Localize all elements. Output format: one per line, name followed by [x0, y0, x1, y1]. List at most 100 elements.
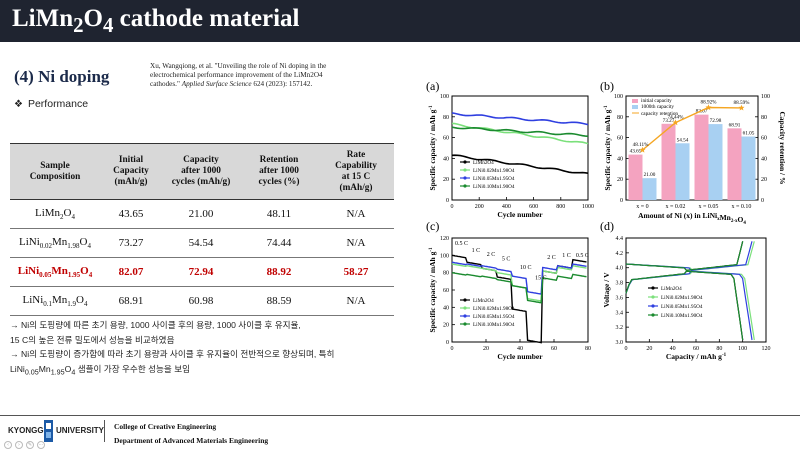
- panel-c-rate-label: 2 C: [547, 255, 556, 261]
- panel-d-y-tick-label: 3.2: [616, 325, 624, 331]
- header-line: Capacity: [113, 166, 149, 176]
- panel-c-legend-marker: [463, 314, 467, 318]
- value-cell: 82.07: [100, 257, 162, 287]
- formula-part: 0.1: [43, 300, 53, 309]
- header-line: Retention: [259, 155, 299, 165]
- panel-c-rate-label: 15 C: [535, 276, 547, 282]
- panel-b-category-label: x = 0.10: [732, 204, 752, 210]
- panel-a-legend-entry: LiMn2O4: [473, 160, 494, 166]
- panel-d-x-tick-label: 20: [646, 346, 652, 352]
- panel-c-legend-entry: LiNi0.02Mn1.98O4: [473, 306, 515, 312]
- panel-c-ylabel-sup: -1: [429, 247, 434, 252]
- title-text-3: cathode material: [113, 5, 300, 32]
- menu-icon[interactable]: ⋯: [37, 441, 45, 449]
- section-title: (4) Ni doping: [14, 67, 110, 86]
- panel-d-y-tick-label: 3.8: [616, 281, 624, 287]
- panel-b-initial-label: 73.27: [663, 118, 675, 124]
- header-line: Sample: [40, 160, 70, 171]
- panel-d-legend-entry: LiNi0.10Mn1.90O4: [661, 313, 703, 319]
- panel-b-yl-tick-label: 60: [617, 136, 623, 142]
- panel-d-y-tick-label: 4.2: [616, 251, 624, 257]
- panel-c-rate-label: 1 C: [562, 253, 571, 259]
- panel-a-legend-marker: [463, 184, 467, 188]
- panel-b-bar-1000th: [708, 124, 723, 200]
- title-text-2: O: [83, 5, 103, 32]
- next-slide-icon[interactable]: ›: [15, 441, 23, 449]
- header-cell-3: Retention after 1000 cycles (%): [240, 143, 318, 200]
- formula-part: LiNi: [22, 293, 44, 306]
- formula-part: Mn: [52, 235, 68, 248]
- panel-a-y-tick-label: 40: [443, 156, 449, 162]
- pen-icon[interactable]: ✎: [26, 441, 34, 449]
- panel-b-yr-tick-label: 100: [761, 94, 770, 100]
- panel-b-ylabel-left: Specific capacity / mAh g-1: [603, 105, 612, 190]
- formula-part: 4: [84, 300, 88, 309]
- panel-b-retention-star: [738, 104, 745, 111]
- formula-part: Mn: [52, 293, 68, 306]
- table-row: LiNi0.02Mn1.98O4 73.27 54.54 74.44 N/A: [10, 228, 394, 258]
- panel-b-initial-label: 82.07: [696, 109, 708, 115]
- panel-b-yr-tick-label: 80: [761, 115, 767, 121]
- panel-d-x-tick-label: 120: [762, 346, 771, 352]
- panel-a-y-tick-label: 60: [443, 136, 449, 142]
- panel-c-legend-marker: [463, 298, 467, 302]
- header-cell-4: Rate Capability at 15 C (mAh/g): [318, 143, 394, 200]
- panel-b-bar-initial: [661, 123, 676, 200]
- panel-d-discharge-2: [625, 263, 753, 341]
- note-formula-tail: O: [64, 363, 72, 374]
- panel-b-yr-tick-label: 20: [761, 177, 767, 183]
- college-name: College of Creative Engineering: [114, 422, 217, 431]
- panel-c-series-3: [451, 272, 587, 304]
- panel-c-x-tick-label: 60: [551, 346, 557, 352]
- panel-d-discharge-3: [625, 263, 744, 341]
- note-rest: 샘플이 가장 우수한 성능을 보임: [75, 363, 191, 374]
- panel-c-y-tick-label: 60: [443, 288, 449, 294]
- panel-b-retention-star: [639, 146, 646, 153]
- panel-b-bar-1000th: [741, 136, 756, 200]
- panel-b-legend-entry: 1000th capacity: [641, 104, 674, 110]
- prev-slide-icon[interactable]: ‹: [4, 441, 12, 449]
- panel-c-x-tick-label: 80: [585, 346, 591, 352]
- panel-d-x-tick-label: 0: [625, 346, 628, 352]
- logo-text-university: UNIVERSITY: [56, 426, 105, 435]
- panel-a-legend-marker: [463, 160, 467, 164]
- panel-a-x-tick-label: 0: [451, 204, 454, 210]
- panel-label-c: (c): [426, 219, 439, 233]
- panel-c-y-tick-label: 40: [443, 305, 449, 311]
- header-line: after 1000: [181, 166, 221, 176]
- panel-d-discharge-0: [625, 263, 744, 341]
- formula-part: LiMn: [34, 206, 61, 219]
- logo-text-kyonggi: KYONGGI: [8, 426, 46, 435]
- note-line-2: 15 C의 높은 전류 밀도에서 성능을 비교하였음: [10, 334, 175, 345]
- panel-a-y-tick-label: 0: [446, 198, 449, 204]
- panel-label-b: (b): [600, 79, 614, 93]
- panel-a-series-0: [451, 154, 589, 174]
- panel-d-legend-marker: [651, 313, 655, 317]
- logo-mark-icon: [44, 420, 53, 442]
- table-body: LiMn2O4 43.65 21.00 48.11 N/A LiNi0.02Mn1.98O…: [10, 199, 394, 316]
- panel-b-cycle-label: 61.05: [743, 131, 755, 137]
- panel-b-yr-tick-label: 60: [761, 136, 767, 142]
- value-cell: 60.98: [162, 286, 240, 316]
- panel-b-yr-tick-label: 0: [761, 198, 764, 204]
- panel-b-yl-tick-label: 40: [617, 156, 623, 162]
- panel-b-xlabel-part: 2-x: [731, 219, 738, 224]
- university-logo: KYONGGI UNIVERSITY: [8, 420, 104, 444]
- department-name: Department of Advanced Materials Enginee…: [114, 436, 269, 445]
- panel-c-series-2: [451, 261, 587, 295]
- panel-b-axes: [625, 95, 759, 201]
- citation-line-2: electrochemical performance improvement …: [150, 71, 323, 79]
- panel-d-legend-entry: LiMn2O4: [661, 286, 682, 292]
- value-cell: 43.65: [100, 199, 162, 229]
- table-row: LiMn2O4 43.65 21.00 48.11 N/A: [10, 199, 394, 229]
- panel-c-x-tick-label: 0: [451, 346, 454, 352]
- panel-c-y-tick-label: 80: [443, 271, 449, 277]
- panel-b-yr-tick-label: 40: [761, 156, 767, 162]
- title-sub-2: 4: [103, 13, 114, 37]
- diamond-bullet-icon: ❖: [14, 99, 23, 110]
- panel-label-a: (a): [426, 79, 439, 93]
- formula-part: 1.98: [67, 242, 80, 251]
- panel-a-legend-entry: LiNi0.05Mn1.95O4: [473, 176, 515, 182]
- formula-part: 0.05: [39, 271, 52, 280]
